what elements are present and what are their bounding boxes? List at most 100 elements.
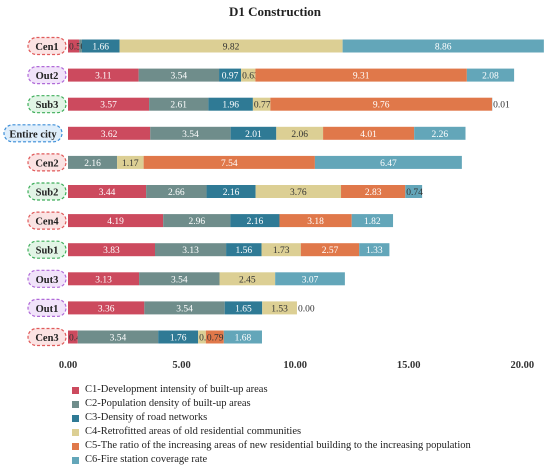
legend-label: C3-Density of road networks [85, 412, 208, 423]
x-axis: 0.00 5.00 10.00 15.00 20.00 [59, 360, 534, 371]
category-pill [27, 298, 67, 317]
data-label: 9.31 [353, 72, 370, 82]
data-label: 0.50 [69, 43, 86, 53]
data-label: 1.56 [235, 246, 252, 256]
data-label: 3.44 [99, 188, 116, 198]
bar-segment [219, 68, 242, 82]
bar-segment [405, 185, 423, 198]
data-label: 2.83 [365, 188, 382, 198]
bar-segment [68, 185, 147, 198]
bar-segment [359, 243, 390, 257]
category-pill [27, 65, 67, 85]
bar-segment [224, 301, 263, 315]
data-label: 3.13 [95, 275, 112, 285]
data-label: 8.86 [435, 43, 452, 53]
legend-label: C1-Development intensity of built-up are… [85, 384, 268, 395]
category-label: Sub1 [36, 246, 59, 257]
data-label: 0.63 [242, 72, 259, 82]
data-label: 0.01 [493, 101, 510, 111]
data-label: 1.76 [170, 334, 187, 344]
data-label: 1.96 [222, 101, 239, 111]
bar-segment [206, 185, 256, 198]
category-pill [27, 95, 67, 114]
data-label: 3.54 [176, 304, 193, 314]
bar-segment [68, 243, 155, 257]
category-label: Cen2 [35, 158, 58, 169]
bar-segment [139, 272, 220, 286]
bar-segment [466, 68, 515, 82]
x-tick-label: 10.00 [283, 360, 307, 371]
bar-segment [276, 126, 324, 140]
bar-segment [255, 185, 342, 198]
category-label: Sub2 [36, 188, 59, 199]
bar-segment [219, 272, 276, 286]
bar-segment [158, 330, 199, 344]
bar-segment [68, 68, 139, 82]
category-pill [27, 153, 67, 172]
bar-segment [230, 214, 280, 228]
legend-item: C2-Population density of built-up areas [72, 397, 471, 411]
data-label: 3.36 [98, 304, 115, 314]
bar-segment [414, 126, 466, 140]
bar-segment [77, 330, 159, 344]
data-label: 3.62 [101, 130, 118, 140]
data-label: 0.00 [298, 304, 315, 314]
data-label: 3.57 [100, 101, 117, 111]
bar-segment [314, 155, 462, 169]
legend-label: C6-Fire station coverage rate [85, 454, 208, 465]
data-label: 0.97 [222, 72, 239, 82]
category-pill [27, 269, 67, 288]
data-label: 2.45 [239, 275, 256, 285]
data-label: 6.47 [380, 159, 397, 169]
bar-segment [149, 97, 209, 111]
bar-segment [138, 68, 220, 82]
data-label: 3.18 [307, 217, 324, 227]
data-label: 3.11 [95, 72, 112, 82]
bars-layer: 0.500.111.669.820.008.863.113.540.970.63… [68, 39, 544, 344]
bar-segment [261, 243, 301, 257]
category-label: Cen3 [35, 333, 58, 344]
bar-segment [68, 214, 164, 228]
bar-segment [154, 243, 227, 257]
legend-label: C4-Retrofitted areas of old residential … [85, 426, 302, 437]
data-label: 1.68 [235, 334, 252, 344]
legend-swatch [72, 414, 79, 422]
data-label: 2.16 [247, 217, 264, 227]
data-label: 2.16 [84, 159, 101, 169]
category-pill [27, 36, 67, 56]
data-label: 3.76 [290, 188, 307, 198]
data-label: 2.96 [188, 217, 205, 227]
data-label: 2.16 [223, 188, 240, 198]
category-pill [27, 211, 67, 230]
data-label: 3.54 [171, 72, 188, 82]
category-label: Sub3 [36, 100, 59, 111]
bar-segment [342, 39, 544, 53]
data-label: 1.82 [364, 217, 381, 227]
legend-swatch [72, 386, 79, 394]
legend-swatch [72, 428, 79, 436]
bar-segment [68, 126, 151, 140]
bar-segment [323, 126, 415, 140]
category-label: Out2 [36, 71, 59, 82]
data-label: 0.74 [406, 188, 423, 198]
data-label: 3.54 [182, 130, 199, 140]
data-label: 0.43 [69, 334, 86, 344]
category-pill [27, 327, 67, 347]
data-label: 3.83 [103, 246, 120, 256]
bar-segment [81, 39, 120, 53]
bar-segment [68, 301, 145, 315]
x-tick-label: 15.00 [397, 360, 421, 371]
bar-segment [163, 214, 231, 228]
category-label: Entire city [9, 129, 57, 140]
legend-item: C4-Retrofitted areas of old residential … [72, 425, 471, 439]
category-label: Out1 [36, 304, 59, 315]
category-pill [3, 124, 63, 143]
data-label: 2.57 [322, 246, 339, 256]
bar-segment [144, 301, 225, 315]
bar-segment [275, 272, 345, 286]
legend-label: C2-Population density of built-up areas [85, 398, 251, 409]
data-label: 9.82 [223, 43, 240, 53]
legend-swatch [72, 400, 79, 408]
legend-item: C6-Fire station coverage rate [72, 453, 471, 467]
